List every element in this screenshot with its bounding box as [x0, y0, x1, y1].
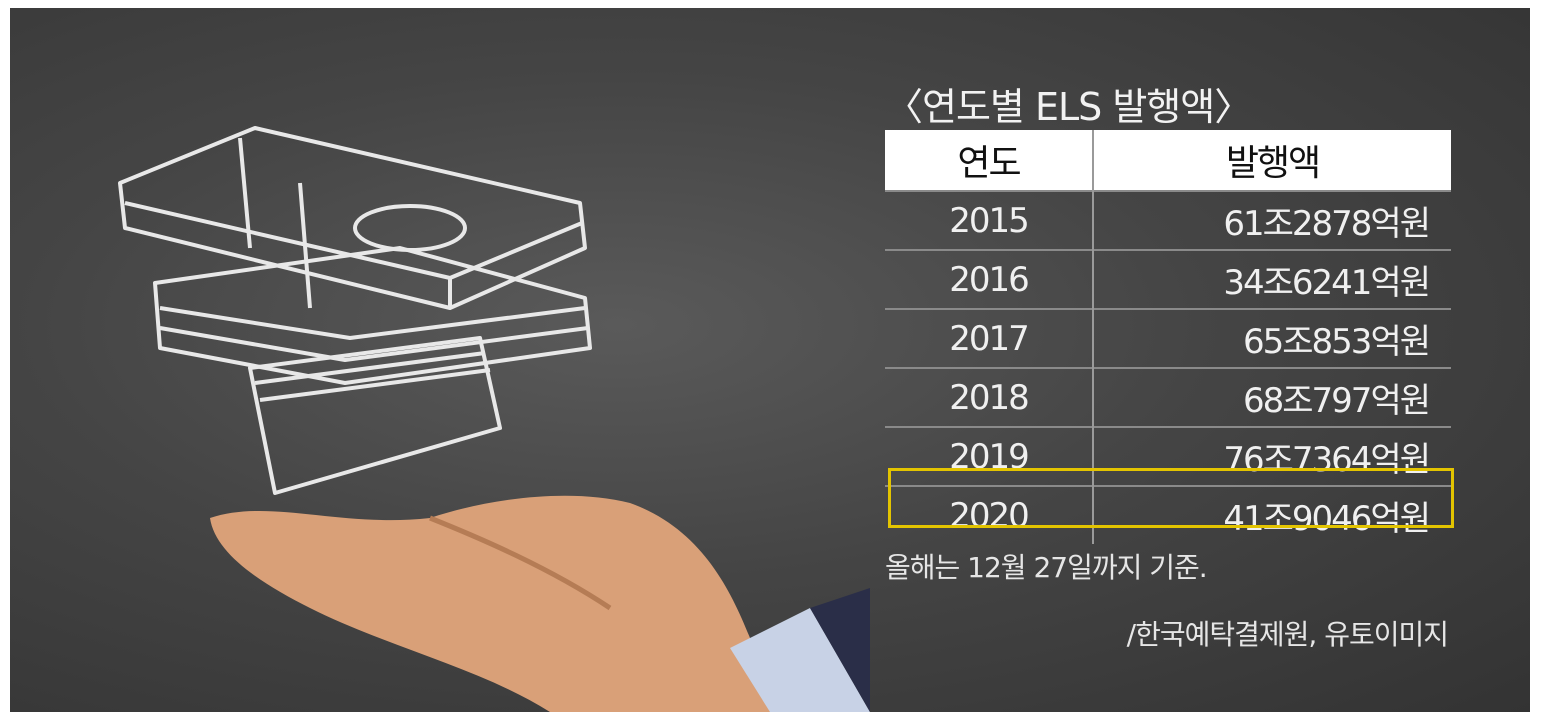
amount-cell: 34조6241억원 — [1093, 249, 1451, 309]
table-row: 2016 34조6241억원 — [885, 249, 1451, 309]
amount-cell: 68조797억원 — [1093, 367, 1451, 427]
year-cell: 2016 — [885, 249, 1094, 309]
infographic: 〈연도별 ELS 발행액〉 연도 발행액 2015 61조2878억원 2016 3… — [10, 8, 1530, 712]
els-issuance-table: 연도 발행액 2015 61조2878억원 2016 34조6241억원 2017 6… — [885, 130, 1451, 544]
table-row: 2018 68조797억원 — [885, 367, 1451, 427]
amount-cell: 41조9046억원 — [1093, 485, 1451, 544]
table-row-highlighted: 2020 41조9046억원 — [885, 485, 1451, 544]
amount-cell: 65조853억원 — [1093, 308, 1451, 368]
column-header-year: 연도 — [885, 130, 1094, 191]
footnote: 올해는 12월 27일까지 기준. — [885, 551, 1208, 584]
open-hand-icon — [210, 495, 870, 712]
table-title: 〈연도별 ELS 발행액〉 — [885, 85, 1252, 129]
amount-cell: 76조7364억원 — [1093, 426, 1451, 486]
column-header-amount: 발행액 — [1093, 130, 1451, 191]
table-row: 2015 61조2878억원 — [885, 190, 1451, 250]
source-credit: /한국예탁결제원, 유토이미지 — [1126, 618, 1449, 651]
table-row: 2019 76조7364억원 — [885, 426, 1451, 486]
year-cell: 2018 — [885, 367, 1094, 427]
highlight-box — [888, 468, 1454, 528]
year-cell: 2017 — [885, 308, 1094, 368]
money-hand-illustration — [118, 126, 870, 712]
money-stack-icon — [118, 126, 592, 495]
table-header-row: 연도 발행액 — [885, 130, 1451, 191]
year-cell: 2015 — [885, 190, 1094, 250]
amount-cell: 61조2878억원 — [1093, 190, 1451, 250]
year-cell: 2019 — [885, 426, 1094, 486]
year-cell: 2020 — [885, 485, 1094, 544]
table-row: 2017 65조853억원 — [885, 308, 1451, 368]
